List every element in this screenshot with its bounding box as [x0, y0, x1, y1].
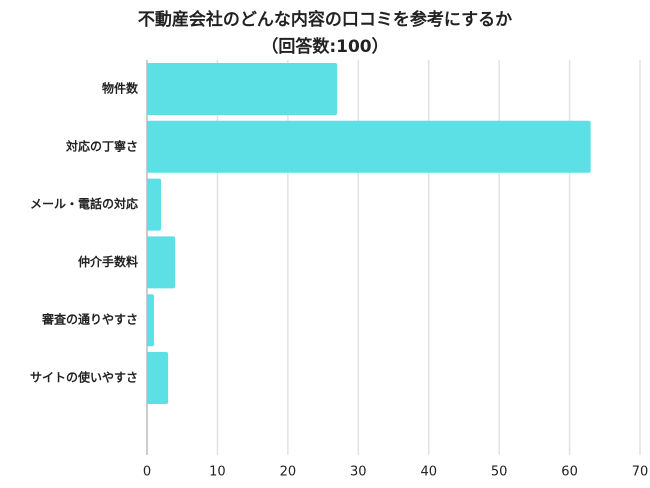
y-tick-label: メール・電話の対応: [30, 196, 138, 211]
bar: [147, 352, 169, 404]
bar: [147, 236, 176, 289]
x-tick-label: 10: [209, 465, 226, 480]
chart-title: 不動産会社のどんな内容の口コミを参考にするか: [138, 9, 512, 30]
bar: [147, 294, 155, 347]
x-tick-label: 30: [350, 465, 367, 480]
x-tick-label: 0: [143, 465, 151, 480]
y-tick-label: 仲介手数料: [78, 254, 138, 269]
x-tick-label: 40: [420, 465, 437, 480]
x-tick-label: 20: [280, 465, 297, 480]
y-tick-label: 物件数: [102, 81, 139, 96]
chart-subtitle: （回答数:100）: [261, 36, 388, 57]
bar: [147, 178, 162, 231]
bar: [147, 63, 338, 115]
y-tick-label: 審査の通りやすさ: [41, 312, 138, 327]
y-tick-label: サイトの使いやすさ: [30, 370, 138, 385]
x-tick-label: 70: [632, 465, 649, 480]
bar: [147, 120, 591, 173]
x-tick-label: 50: [491, 465, 508, 480]
y-tick-label: 対応の丁寧さ: [65, 138, 138, 153]
x-tick-label: 60: [561, 465, 578, 480]
